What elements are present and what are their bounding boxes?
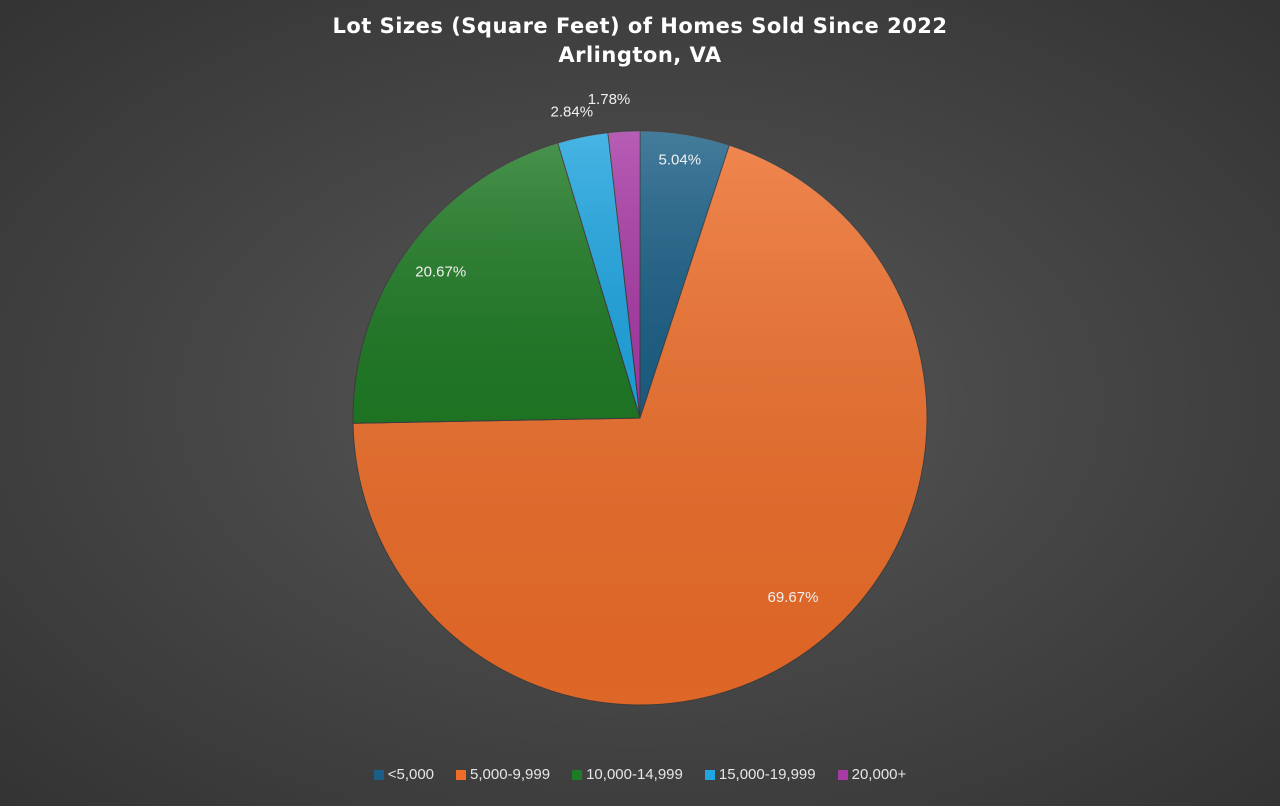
chart-legend: <5,000 5,000-9,999 10,000-14,999 15,000-19,…	[0, 766, 1280, 783]
legend-item: 5,000-9,999	[456, 766, 550, 783]
legend-swatch	[837, 769, 848, 780]
chart-title: Lot Sizes (Square Feet) of Homes Sold Si…	[0, 12, 1280, 70]
pie-slices	[352, 130, 928, 706]
legend-label: <5,000	[387, 766, 435, 783]
pie-slice-shade	[557, 132, 640, 418]
chart-subtitle: Arlington, VA	[558, 43, 722, 67]
legend-item: 10,000-14,999	[572, 766, 683, 783]
data-label: 2.84%	[551, 104, 594, 121]
pie-slice-shade	[607, 131, 640, 418]
legend-label: 20,000+	[851, 766, 907, 783]
chart-title-line: Lot Sizes (Square Feet) of Homes Sold Si…	[332, 14, 948, 38]
legend-item: 15,000-19,999	[704, 766, 816, 783]
legend-swatch	[704, 769, 715, 780]
legend-swatch	[572, 769, 583, 780]
legend-label: 10,000-14,999	[586, 766, 683, 783]
data-label: 5.04%	[659, 152, 702, 169]
pie-data-labels: 5.04% 69.67% 20.67% 2.84%1.78%	[415, 91, 818, 606]
pie-slice-shade	[640, 131, 730, 418]
pie-slice-shade	[353, 145, 928, 706]
pie-slice-shade	[353, 143, 640, 424]
legend-swatch	[373, 769, 384, 780]
legend-swatch	[456, 769, 467, 780]
legend-label: 5,000-9,999	[470, 766, 551, 783]
legend-item: 20,000+	[837, 766, 907, 783]
data-label: 69.67%	[768, 589, 819, 606]
legend-label: 15,000-19,999	[718, 766, 816, 783]
data-label: 20.67%	[415, 263, 466, 280]
data-label: 1.78%	[588, 91, 631, 108]
legend-item: <5,000	[373, 766, 435, 783]
